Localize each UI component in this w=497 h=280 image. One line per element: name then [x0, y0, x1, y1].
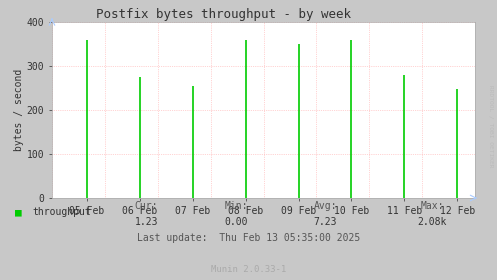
Text: 7.23: 7.23: [314, 217, 337, 227]
Y-axis label: bytes / second: bytes / second: [14, 69, 24, 151]
Text: Postfix bytes throughput - by week: Postfix bytes throughput - by week: [96, 8, 351, 21]
Text: 1.23: 1.23: [135, 217, 159, 227]
Text: Munin 2.0.33-1: Munin 2.0.33-1: [211, 265, 286, 274]
Text: 0.00: 0.00: [224, 217, 248, 227]
Text: Last update:  Thu Feb 13 05:35:00 2025: Last update: Thu Feb 13 05:35:00 2025: [137, 233, 360, 243]
Text: 2.08k: 2.08k: [417, 217, 447, 227]
Text: ■: ■: [15, 207, 22, 217]
Text: RRDTOOL / TOBI OETIKER: RRDTOOL / TOBI OETIKER: [488, 85, 493, 167]
Text: Avg:: Avg:: [314, 201, 337, 211]
Text: throughput: throughput: [32, 207, 91, 217]
Text: Max:: Max:: [420, 201, 444, 211]
Text: Min:: Min:: [224, 201, 248, 211]
Text: Cur:: Cur:: [135, 201, 159, 211]
